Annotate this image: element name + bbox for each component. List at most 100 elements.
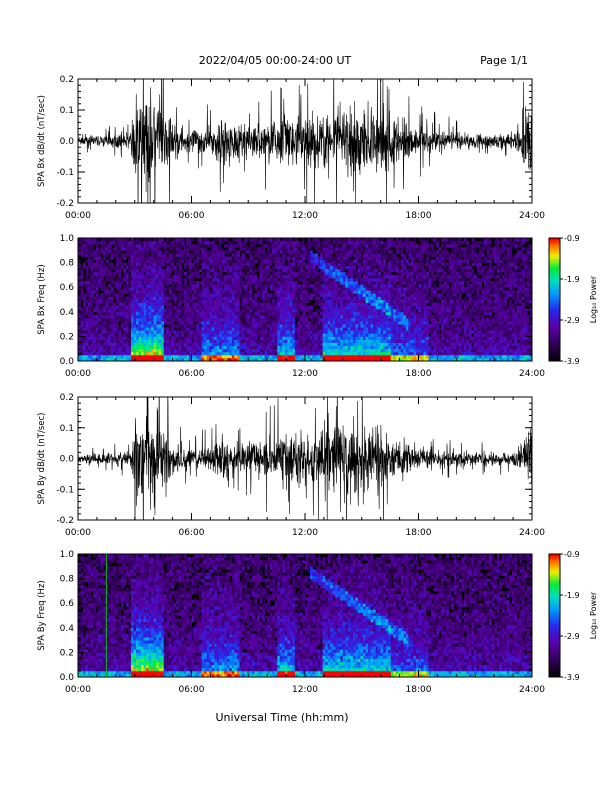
spectrogram-cell <box>171 306 174 309</box>
spectrogram-cell <box>156 333 159 336</box>
spectrogram-cell <box>133 241 136 244</box>
spectrogram-cell <box>315 339 318 342</box>
spectrogram-cell <box>313 287 316 290</box>
spectrogram-cell <box>151 244 154 247</box>
spectrogram-cell <box>88 315 91 318</box>
spectrogram-cell <box>401 306 404 309</box>
spectrogram-cell <box>360 315 363 318</box>
spectrogram-cell <box>373 281 376 284</box>
spectrogram-cell <box>325 327 328 330</box>
spectrogram-cell <box>141 300 144 303</box>
spectrogram-cell <box>181 343 184 346</box>
spectrogram-cell <box>277 321 280 324</box>
spectrogram-cell <box>330 303 333 306</box>
spectrogram-cell <box>156 250 159 253</box>
spectrogram-cell <box>111 343 114 346</box>
spectrogram-cell <box>348 287 351 290</box>
spectrogram-cell <box>179 355 182 358</box>
spectrogram-cell <box>91 278 94 281</box>
spectrogram-cell <box>398 355 401 358</box>
spectrogram-cell <box>171 318 174 321</box>
spectrogram-cell <box>391 327 394 330</box>
spectrogram-cell <box>204 315 207 318</box>
spectrogram-cell <box>197 303 200 306</box>
spectrogram-cell <box>181 315 184 318</box>
spectrogram-cell <box>239 260 242 263</box>
spectrogram-cell <box>197 287 200 290</box>
spectrogram-cell <box>229 241 232 244</box>
spectrogram-cell <box>111 321 114 324</box>
spectrogram-cell <box>285 281 288 284</box>
spectrogram-cell <box>373 256 376 259</box>
spectrogram-cell <box>262 300 265 303</box>
spectrogram-cell <box>368 352 371 355</box>
spectrogram-cell <box>106 324 109 327</box>
spectrogram-cell <box>393 355 396 358</box>
spectrogram-cell <box>202 343 205 346</box>
spectrogram-cell <box>368 275 371 278</box>
spectrogram-cell <box>186 312 189 315</box>
spectrogram-cell <box>340 296 343 299</box>
spectrogram-cell <box>159 269 162 272</box>
spectrogram-cell <box>290 309 293 312</box>
spectrogram-cell <box>277 241 280 244</box>
spectrogram-cell <box>275 256 278 259</box>
spectrogram-cell <box>250 355 253 358</box>
spectrogram-cell <box>345 244 348 247</box>
spectrogram-cell <box>328 309 331 312</box>
spectrogram-cell <box>260 272 263 275</box>
spectrogram-cell <box>88 253 91 256</box>
spectrogram-cell <box>123 330 126 333</box>
spectrogram-cell <box>376 287 379 290</box>
spectrogram-cell <box>219 269 222 272</box>
spectrogram-cell <box>343 309 346 312</box>
spectrogram-cell <box>320 330 323 333</box>
spectrogram-cell <box>378 309 381 312</box>
spectrogram-cell <box>123 324 126 327</box>
spectrogram-cell <box>103 352 106 355</box>
spectrogram-cell <box>320 300 323 303</box>
spectrogram-cell <box>192 343 195 346</box>
spectrogram-cell <box>330 333 333 336</box>
spectrogram-cell <box>323 244 326 247</box>
spectrogram-cell <box>348 318 351 321</box>
spectrogram-cell <box>340 275 343 278</box>
spectrogram-cell <box>305 346 308 349</box>
spectrogram-cell <box>113 284 116 287</box>
spectrogram-cell <box>406 278 409 281</box>
spectrogram-cell <box>224 327 227 330</box>
spectrogram-cell <box>323 309 326 312</box>
spectrogram-cell <box>388 315 391 318</box>
spectrogram-cell <box>222 275 225 278</box>
spectrogram-cell <box>91 343 94 346</box>
spectrogram-cell <box>227 269 230 272</box>
spectrogram-cell <box>204 296 207 299</box>
spectrogram-cell <box>207 346 210 349</box>
spectrogram-cell <box>315 238 318 241</box>
spectrogram-cell <box>204 284 207 287</box>
spectrogram-cell <box>199 290 202 293</box>
spectrogram-cell <box>396 272 399 275</box>
spectrogram-cell <box>149 312 152 315</box>
spectrogram-cell <box>197 330 200 333</box>
spectrogram-cell <box>308 284 311 287</box>
spectrogram-cell <box>328 312 331 315</box>
spectrogram-cell <box>121 296 124 299</box>
spectrogram-cell <box>222 269 225 272</box>
spectrogram-cell <box>131 349 134 352</box>
spectrogram-cell <box>131 296 134 299</box>
spectrogram-cell <box>292 278 295 281</box>
spectrogram-cell <box>393 327 396 330</box>
spectrogram-cell <box>159 287 162 290</box>
spectrogram-cell <box>91 250 94 253</box>
spectrogram-cell <box>202 339 205 342</box>
spectrogram-cell <box>144 343 147 346</box>
spectrogram-cell <box>106 352 109 355</box>
spectrogram-cell <box>305 263 308 266</box>
spectrogram-cell <box>277 333 280 336</box>
spectrogram-cell <box>255 281 258 284</box>
spectrogram-cell <box>108 346 111 349</box>
spectrogram-cell <box>101 352 104 355</box>
spectrogram-cell <box>171 339 174 342</box>
spectrogram-cell <box>335 272 338 275</box>
